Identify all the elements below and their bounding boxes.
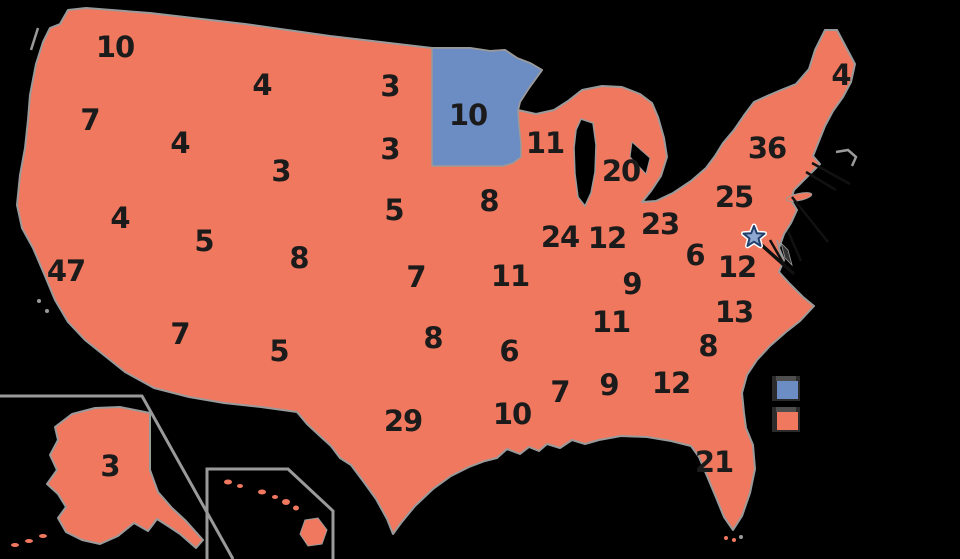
leader-line-ma bbox=[811, 161, 851, 186]
state-vote-label-WV: 6 bbox=[685, 238, 704, 272]
state-minnesota bbox=[431, 47, 543, 167]
hawaii-island-kahoolawe bbox=[293, 505, 299, 511]
hawaii-island-maui bbox=[282, 499, 290, 505]
state-vote-label-VA: 12 bbox=[718, 250, 756, 284]
alaska bbox=[46, 406, 204, 549]
state-vote-label-FL: 21 bbox=[695, 445, 733, 479]
hawaii-island-kauai bbox=[237, 484, 243, 488]
inset-divider-alaska bbox=[0, 394, 235, 559]
florida-key bbox=[739, 535, 743, 539]
state-vote-label-NM: 5 bbox=[269, 334, 288, 368]
state-vote-label-IN: 12 bbox=[588, 221, 626, 255]
lake-michigan bbox=[573, 118, 597, 208]
state-vote-label-OH: 23 bbox=[641, 207, 679, 241]
state-vote-label-ND: 3 bbox=[380, 69, 399, 103]
state-vote-label-OK: 8 bbox=[423, 321, 442, 355]
state-vote-label-NC: 13 bbox=[715, 295, 753, 329]
dc-star-icon bbox=[742, 225, 766, 247]
state-vote-label-GA: 12 bbox=[652, 366, 690, 400]
state-vote-label-MN: 10 bbox=[449, 98, 487, 132]
aleutian-island bbox=[39, 534, 47, 538]
hawaii-island-molokai bbox=[272, 495, 278, 499]
state-vote-label-TN: 11 bbox=[592, 305, 630, 339]
state-vote-label-MI: 20 bbox=[602, 154, 640, 188]
chesapeake-bay-line bbox=[776, 239, 782, 258]
legend-frame-top-red bbox=[776, 407, 796, 412]
state-vote-label-UT: 5 bbox=[194, 224, 213, 258]
state-vote-label-WY: 3 bbox=[271, 154, 290, 188]
state-vote-label-MT: 4 bbox=[252, 68, 271, 102]
hawaii-island-big-island bbox=[299, 517, 328, 547]
legend-swatch-blue bbox=[777, 381, 798, 399]
state-vote-label-PA: 25 bbox=[715, 180, 753, 214]
state-vote-label-ME: 4 bbox=[831, 58, 850, 92]
state-vote-label-IL: 24 bbox=[541, 220, 579, 254]
delmarva-peninsula bbox=[780, 241, 793, 267]
cape-cod-hook bbox=[835, 148, 858, 167]
hawaii-island-oahu bbox=[258, 489, 266, 495]
state-vote-label-AR: 6 bbox=[499, 334, 518, 368]
state-vote-label-AZ: 7 bbox=[170, 317, 189, 351]
channel-island bbox=[45, 309, 49, 313]
mainland-landmass bbox=[16, 7, 856, 535]
leader-line-ri bbox=[805, 170, 837, 192]
state-vote-label-NE: 5 bbox=[384, 193, 403, 227]
state-vote-label-WA: 10 bbox=[96, 30, 134, 64]
leader-line-de bbox=[786, 230, 803, 262]
state-vote-label-KS: 7 bbox=[406, 260, 425, 294]
state-vote-label-LA: 10 bbox=[493, 397, 531, 431]
legend-swatch-red bbox=[777, 412, 798, 430]
state-vote-label-SD: 3 bbox=[380, 132, 399, 166]
state-vote-label-ID: 4 bbox=[170, 126, 189, 160]
leader-line-nj bbox=[791, 196, 829, 243]
state-vote-label-CA: 47 bbox=[47, 254, 85, 288]
state-vote-label-IA: 8 bbox=[479, 184, 498, 218]
state-vote-label-WI: 11 bbox=[526, 126, 564, 160]
legend-frame-top-blue bbox=[776, 376, 796, 381]
inset-divider-hawaii bbox=[205, 467, 335, 559]
saginaw-bay bbox=[629, 141, 651, 176]
state-vote-label-NY: 36 bbox=[748, 131, 786, 165]
hawaii-island-niihau bbox=[224, 479, 232, 485]
state-vote-label-CO: 8 bbox=[289, 241, 308, 275]
channel-island bbox=[37, 299, 41, 303]
vancouver-island-coast bbox=[29, 27, 40, 51]
state-vote-label-NV: 4 bbox=[110, 201, 129, 235]
state-vote-label-OR: 7 bbox=[80, 103, 99, 137]
state-vote-label-MO: 11 bbox=[491, 259, 529, 293]
florida-key bbox=[724, 536, 728, 540]
state-vote-label-AK: 3 bbox=[100, 449, 119, 483]
aleutian-island bbox=[11, 543, 19, 547]
florida-key bbox=[732, 538, 736, 542]
state-vote-label-AL: 9 bbox=[599, 368, 618, 402]
state-vote-label-MS: 7 bbox=[550, 375, 569, 409]
state-vote-label-SC: 8 bbox=[698, 329, 717, 363]
state-vote-label-KY: 9 bbox=[622, 267, 641, 301]
map-legend bbox=[772, 376, 800, 432]
state-vote-label-TX: 29 bbox=[384, 404, 422, 438]
aleutian-island bbox=[25, 539, 33, 543]
leader-lines bbox=[754, 161, 851, 276]
